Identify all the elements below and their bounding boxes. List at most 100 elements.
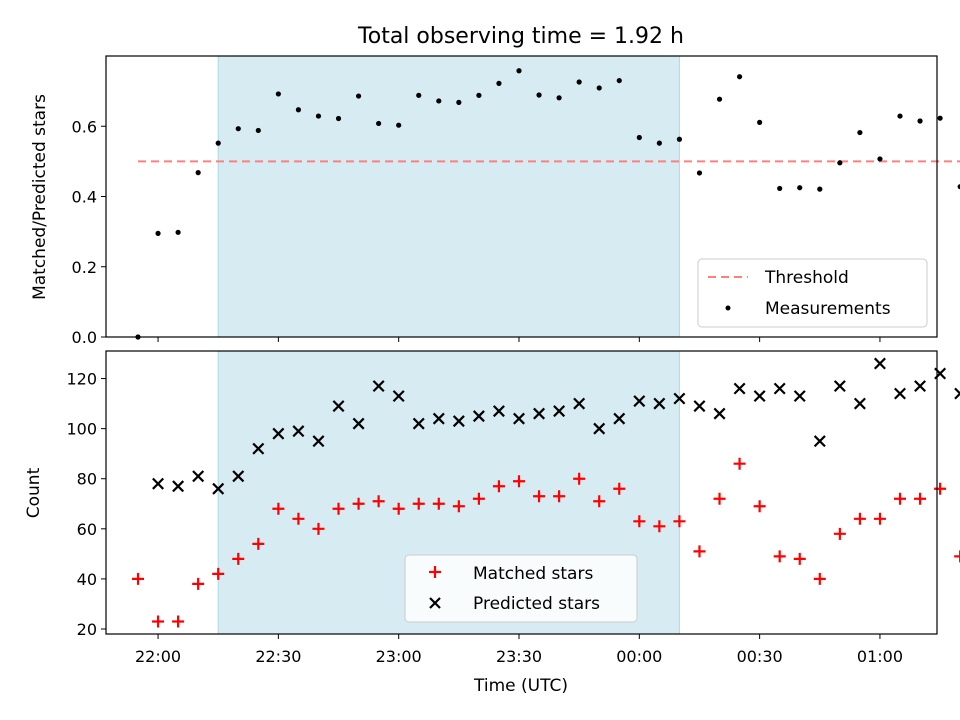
matched-star-point [914, 492, 927, 505]
predicted-star-point [212, 482, 225, 495]
x-tick-label: 23:00 [376, 647, 422, 666]
y-tick-label: 0.0 [72, 328, 97, 347]
matched-star-point [793, 552, 806, 565]
matched-star-point [693, 545, 706, 558]
measurement-point [516, 68, 522, 74]
matched-star-point [713, 492, 726, 505]
measurement-point [456, 99, 462, 105]
predicted-star-point [573, 397, 586, 410]
measurement-point [215, 140, 221, 146]
matched-star-point [934, 482, 947, 495]
predicted-star-point [733, 382, 746, 395]
measurement-point [355, 93, 362, 99]
matched-star-point [833, 527, 846, 540]
bottom-panel: 20 40 60 80 100 120 22:00 22:30 23:00 23:30 00:00… [24, 350, 960, 696]
matched-star-point [352, 497, 365, 510]
measurement-point [335, 115, 342, 122]
matched-star-point [452, 500, 465, 513]
predicted-star-point [613, 412, 626, 425]
measurement-point [195, 170, 201, 176]
measurement-point [877, 156, 883, 162]
measurement-point [656, 140, 662, 146]
matched-star-point [252, 537, 265, 550]
measurement-point [636, 134, 642, 141]
measurement-point [797, 185, 803, 191]
predicted-star-point [412, 417, 425, 430]
matched-star-point [773, 550, 786, 563]
measurement-point [476, 92, 482, 98]
top-panel: 0.0 0.2 0.4 0.6 Matched/Predicted stars Thr… [30, 55, 960, 347]
measurement-point [736, 74, 743, 80]
legend-predicted-label: Predicted stars [473, 594, 600, 614]
predicted-star-point [432, 412, 445, 425]
x-tick-label: 00:30 [737, 647, 783, 666]
predicted-star-point [372, 380, 385, 393]
matched-star-point [312, 522, 325, 535]
measurement-point [616, 77, 622, 84]
matched-star-point [593, 495, 606, 508]
predicted-star-point [813, 435, 826, 448]
matched-star-point [613, 482, 626, 495]
predicted-star-point [252, 442, 265, 455]
predicted-star-point [533, 407, 546, 420]
measurement-point [315, 113, 322, 119]
matched-star-point [573, 472, 586, 485]
legend-threshold-label: Threshold [764, 268, 849, 288]
predicted-star-point [633, 395, 646, 408]
measurement-point [937, 115, 943, 121]
measurement-point [696, 170, 703, 176]
measurement-point [376, 120, 382, 127]
predicted-star-point [513, 412, 525, 425]
legend-matched-swatch [429, 566, 441, 578]
y-tick-label: 0.4 [72, 188, 97, 207]
predicted-star-point [553, 405, 566, 418]
matched-star-point [633, 515, 646, 528]
measurement-point [897, 113, 903, 119]
bottom-y-axis-label: Count [24, 467, 44, 518]
top-y-axis-label: Matched/Predicted stars [30, 94, 50, 300]
predicted-star-point [793, 390, 806, 403]
y-tick-label: 80 [77, 470, 97, 489]
predicted-star-point [593, 422, 606, 435]
measurement-point [255, 127, 261, 134]
measurement-point [536, 92, 542, 98]
matched-star-point [372, 495, 385, 508]
predicted-star-point [292, 425, 305, 438]
predicted-star-point [653, 397, 666, 410]
y-tick-label: 0.2 [72, 258, 97, 277]
predicted-star-point [954, 387, 960, 400]
predicted-star-point [152, 477, 165, 490]
x-tick-label: 01:00 [857, 647, 903, 666]
y-tick-label: 120 [66, 370, 97, 389]
matched-star-point [332, 502, 345, 515]
matched-star-point [753, 500, 766, 513]
predicted-star-point [392, 390, 405, 403]
predicted-star-point [172, 480, 185, 493]
predicted-star-point [312, 435, 325, 448]
predicted-star-point [773, 382, 786, 395]
y-tick-label: 20 [77, 620, 97, 639]
measurement-point [777, 185, 783, 192]
matched-star-point [553, 490, 566, 503]
y-tick-label: 40 [77, 570, 97, 589]
bottom-legend: Matched stars Predicted stars [404, 554, 638, 623]
measurement-point [175, 229, 181, 235]
predicted-star-point [232, 470, 245, 483]
matched-star-point [513, 475, 525, 488]
predicted-star-point [472, 410, 485, 423]
x-tick-label: 00:00 [616, 647, 662, 666]
predicted-star-point [352, 417, 365, 430]
matched-star-point [472, 492, 485, 505]
legend-measurements-label: Measurements [765, 299, 891, 319]
predicted-star-point [873, 357, 886, 370]
legend-measurements-swatch [725, 305, 731, 311]
measurement-point [295, 107, 302, 113]
matched-star-point [533, 490, 546, 503]
y-tick-label: 0.6 [72, 117, 97, 136]
observing-window-region [217, 55, 680, 338]
matched-star-point [412, 497, 425, 510]
measurement-point [235, 126, 241, 132]
predicted-star-point [492, 405, 505, 418]
matched-star-point [432, 497, 445, 510]
matched-star-point [492, 480, 505, 493]
